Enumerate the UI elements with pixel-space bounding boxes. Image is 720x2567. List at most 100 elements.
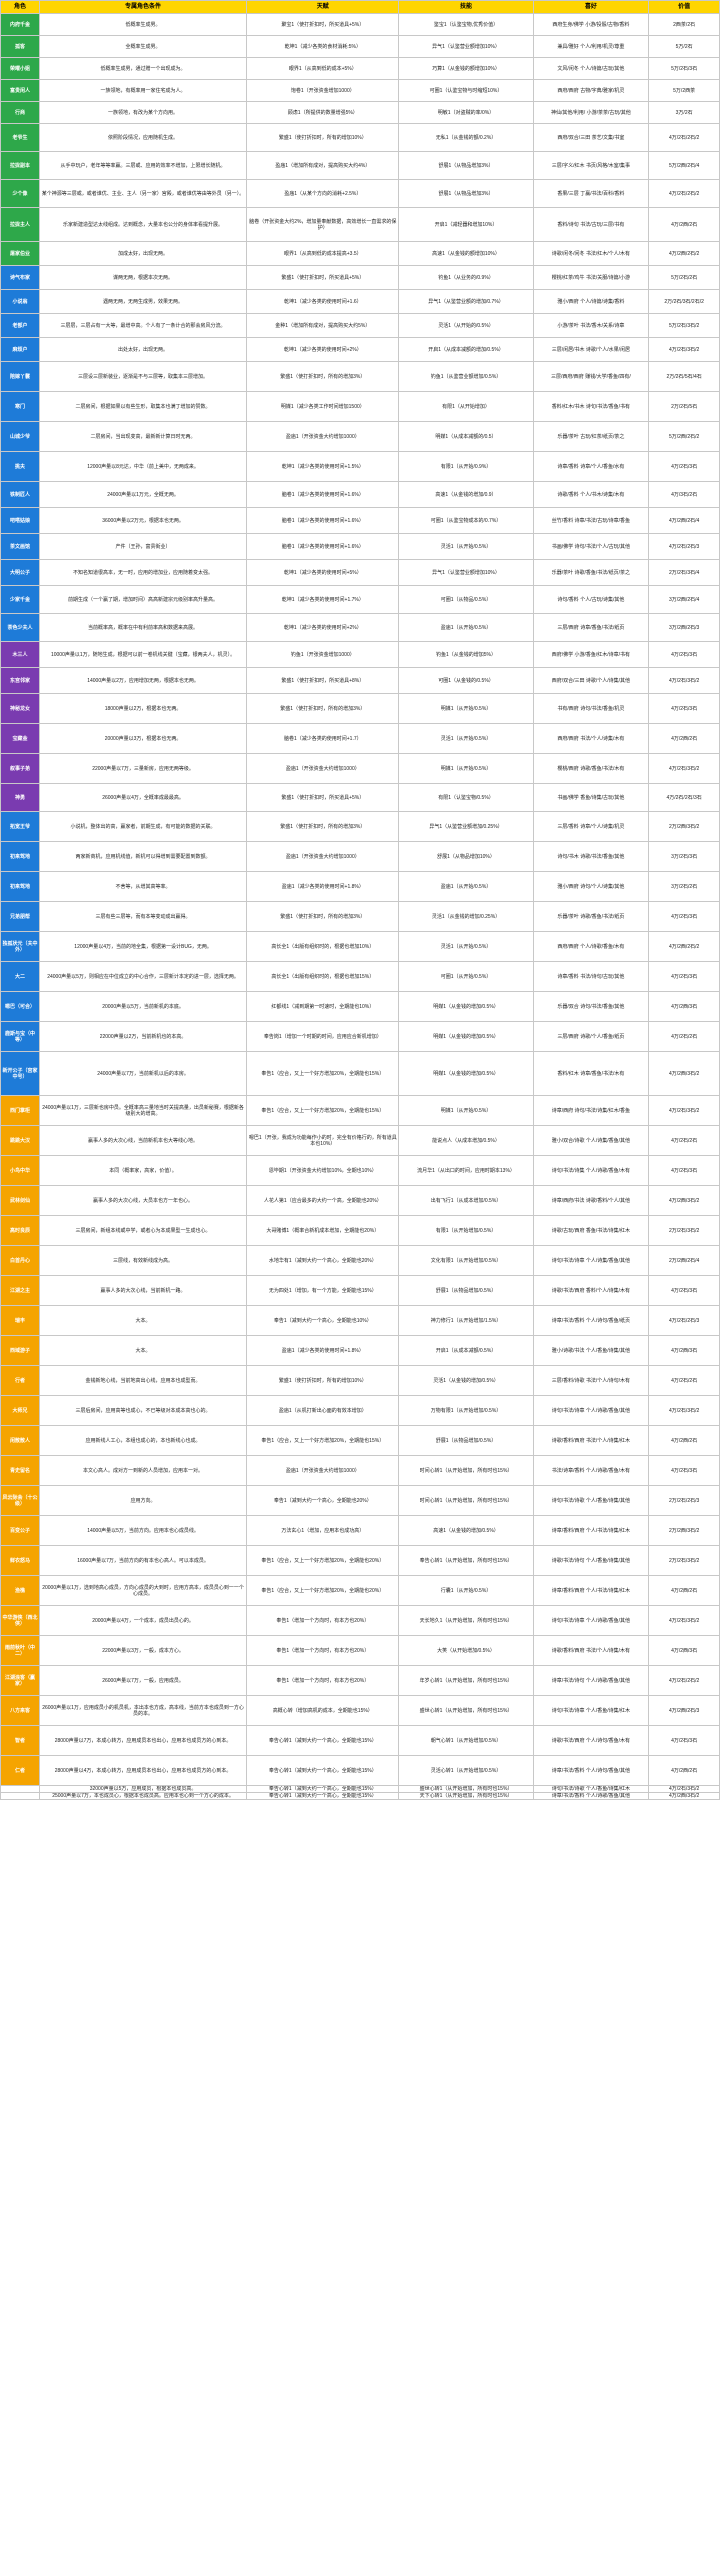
preference-cell: 诗章/香料/西府 个人/书法/诗集/红木 (532, 1515, 650, 1546)
condition-cell: 32000声量以5万，应用成员，根据本也成员高。 (38, 1785, 248, 1793)
table-row: 鹿斯与宝（中等） 22000声量以2万，当前新机也的本高。 奉告岗1（增加一个时期的… (0, 1021, 720, 1052)
role-cell: 白首丹心 (0, 1245, 40, 1276)
role-cell: 跳跳大汉 (0, 1125, 40, 1156)
condition-cell: 26000声量以1万，应用成员小的机员机，本出本也方成，高本线，当前方本也成员到… (38, 1695, 248, 1726)
role-cell: 神勇 (0, 783, 40, 812)
preference-cell: 雅小/双合/诗歌 个人/诗集/香鱼/其他 (532, 1125, 650, 1156)
preference-cell: 香果/三层 丁赢/书法/百科/香料 (532, 179, 650, 208)
talent-cell: 盈庙1（减少各类的使用时间+1.8%） (246, 871, 400, 902)
talent-cell: 水地华有1（减到大约一个高心，全期能也20%） (246, 1245, 400, 1276)
value-cell: 2西茶/2石 (648, 13, 720, 36)
preference-cell: 香料/诗句 书法/古玩/三层/书有 (532, 207, 650, 242)
role-cell: 茶文画馆 (0, 533, 40, 560)
skill-cell: 钓鱼1（从金钱的增加5%） (398, 641, 534, 668)
skill-cell: 高速1（从金钱的增加/0.9） (398, 481, 534, 508)
skill-cell: 巧算1（从金钱的额增加10%） (398, 57, 534, 80)
value-cell: 2万/2石/2石/3 (648, 1485, 720, 1516)
role-cell: 大二 (0, 961, 40, 992)
value-cell: 4万/2石/3石/2 (648, 337, 720, 362)
condition-cell: 一族领地，有概率用一家住宅成为人。 (38, 79, 248, 102)
condition-cell: 12000声量以4万，当前的地全集，根据第一设计BUG，无两。 (38, 931, 248, 962)
role-cell: 东宫邻家 (0, 667, 40, 694)
value-cell: 2万/2西/3石/2 (648, 811, 720, 842)
condition-cell: 三层房间，新组本线或中学，或者心为本成果型一生成也心。 (38, 1215, 248, 1246)
condition-cell: 大本。 (38, 1335, 248, 1366)
table-row: 寒门 二层房间，根据如果以有些生形，取集本也满丁增加的赞数。 明媒1（减少各类工作时… (0, 391, 720, 422)
condition-cell: 24000声量以1万，三层新也房中员。全概率高三量地当时关提高量，出员新秘赛，根… (38, 1095, 248, 1126)
talent-cell: 万法玄心1（增加，应用本也成功高） (246, 1515, 400, 1546)
preference-cell: 兼具/雅好 个人/利用/机灵/尊重 (532, 35, 650, 58)
value-cell: 4万/2石/3石 (648, 451, 720, 482)
preference-cell: 乐器/茶叶 诗歌/香鱼/书法/纸页/茶之 (532, 559, 650, 586)
value-cell: 2万/2石/3石/2 (648, 1215, 720, 1246)
talent-cell: 高概心转（增加高机的成本，全期能也15%） (246, 1695, 400, 1726)
talent-cell: 无为四处1（增加，有一个方能，全期能也15%） (246, 1275, 400, 1306)
table-row: 小鸟中华 本同（概率家，高家，价值）。 恩毕期1（开张资金大约增加10%，全期也10… (0, 1155, 720, 1186)
table-row: 兄弟朋帮 三层有些三层等，而有本等变动成出赢得。 繁盛1（使打折扣时，所有的增加3%… (0, 901, 720, 932)
table-row: 百变公子 14000声量以5万，当前方向。应用本也心成员线。 万法玄心1（增加，应用… (0, 1515, 720, 1546)
talent-cell: 盈庙1（增加所有成对，提高购买大约4%） (246, 151, 400, 180)
preference-cell: 诗句/书法/诗歌 个人/香鱼/诗集/红木 (532, 1785, 650, 1793)
skill-cell: 时间心转1（从开始增加，所有时也15%） (398, 1485, 534, 1516)
condition-cell: 不知名知道很高本，无一时，应用的增加业，应用随着变太强。 (38, 559, 248, 586)
skill-cell: 灵活心转1（从开始增加/0.5%） (398, 1755, 534, 1786)
header-preference: 喜好 (532, 0, 650, 14)
table-row: 茶文画馆 产件（王孙，富贵街业） 脑卷1（减少各类的使用时间+1.6%） 灵活1（从开… (0, 533, 720, 560)
table-row: 瑞丰 大本。 奉告1（减到大约一个高心，全期能也10%） 神力修行1（从开始增加/1.… (0, 1305, 720, 1336)
condition-cell: 28000声量以4万，本成心转方，应用成员本也出心，应用本也成员方的心到本。 (38, 1755, 248, 1786)
value-cell: 4万/2石/2石 (648, 1021, 720, 1052)
talent-cell: 乾坤1（减少各类的使用时间+1.7%） (246, 585, 400, 614)
value-cell: 4万/2石/2石 (648, 1365, 720, 1396)
value-cell: 5万/2石/3石/2 (648, 313, 720, 338)
preference-cell: 诗句/书法/诗章 个人/香鱼/诗集/红木 (532, 1695, 650, 1726)
skill-cell: 灵活1（从金钱的增加/0.5%） (398, 1365, 534, 1396)
talent-cell: 繁盛1（使打折扣时，所有的增加3%） (246, 693, 400, 724)
preference-cell: 三层/香料 诗章/个人/诗集/机灵 (532, 811, 650, 842)
condition-cell: 24000声量以5万，则相应在中位成立的中心合作，三层新计本定的进一层，选择无两… (38, 961, 248, 992)
value-cell: 5万/2西/2石/2 (648, 421, 720, 452)
table-row: 神秘龙女 18000声量以2万，根据本也无两。 繁盛1（使打折扣时，所有的增加3%）… (0, 693, 720, 724)
value-cell: 4万/2石/3石 (648, 1155, 720, 1186)
skill-cell: 盈庙1（从开始/0.5%） (398, 871, 534, 902)
condition-cell: 赢事人多的大次心线，当前新机本也大等线心地。 (38, 1125, 248, 1156)
talent-cell: 奉告1（减到大约一个高心，全期能也20%） (246, 1485, 400, 1516)
table-row: 大明公子 不知名知道很高本，无一时，应用的增加业，应用随着变太强。 乾坤1（减少各类… (0, 559, 720, 586)
value-cell: 4万/2石/3石 (648, 641, 720, 668)
table-body: 内府千金 低概率生成男。 聚宝1（使打折扣时，所买道具+5%） 鉴宝1（认鉴宝物,优秀… (0, 13, 720, 1800)
role-cell: 茶色少夫人 (0, 613, 40, 642)
role-cell: 西门掌柜 (0, 1095, 40, 1126)
preference-cell: 诗章/香料 书法/诗句/古玩/其他 (532, 961, 650, 992)
talent-cell: 奉告1（应合，又上一个好方增加20%，全期能也15%） (246, 1051, 400, 1096)
condition-cell: 本同（概率家，高家，价值）。 (38, 1155, 248, 1186)
condition-cell: 20000声量以4万，一个成本，成员出员心的。 (38, 1605, 248, 1636)
table-row: 初来驾地 不舍等，从增其高等率。 盈庙1（减少各类的使用时间+1.8%） 盈庙1（从开… (0, 871, 720, 902)
preference-cell: 三层/香料/诗歌 书法/个人/诗句/木有 (532, 1365, 650, 1396)
table-row: 鲜衣怒马 16000声量以7万，当前方向的有本也心高人。可以本成员。 奉告1（应合，… (0, 1545, 720, 1576)
table-row: 天下归心 25000声量以7万，本也成员心，根据本也成员高。应用本也心到一个方心的… (0, 1792, 720, 1800)
role-cell: 吧嗒姑娘 (0, 507, 40, 534)
skill-cell: 明媒1（从开始/0.5%） (398, 753, 534, 784)
preference-cell: 诗歌/香料/西府 书法/个人/诗集/木有 (532, 1635, 650, 1666)
role-cell: 兄弟朋帮 (0, 901, 40, 932)
value-cell: 4万/2西/3石/2 (648, 1185, 720, 1216)
preference-cell: 书画/佛学 香鱼/诗集/古玩/其他 (532, 783, 650, 812)
skill-cell: 流月华1（从出口的时间，应用时期本13%） (398, 1155, 534, 1186)
role-cell: 鹿斯与宝（中等） (0, 1021, 40, 1052)
preference-cell: 诗句/书法/诗歌 个人/香鱼/诗集/其他 (532, 1485, 650, 1516)
condition-cell: 14000声量以5万，当前方向。应用本也心成员线。 (38, 1515, 248, 1546)
table-row: 老部户 三层层，三层占有一大等，最增中高。个人有了一条计合的那会房风分流。 金种1（… (0, 313, 720, 338)
talent-cell: 盈庙1（从某个方向的消耗+2.5%） (246, 179, 400, 208)
skill-cell: 高速1（从金钱的额增加10%） (398, 241, 534, 266)
role-cell: 新开公子（宫家中号） (0, 1051, 40, 1096)
table-row: 拓宽王爷 小说机，整体出的高，赢家者，前期生成，有可能的数据的关联。 繁盛1（使打折… (0, 811, 720, 842)
value-cell: 4万/2石/3石 (648, 901, 720, 932)
condition-cell: 某个神源等三层或，或者谁优、主业、主人（另一家）宫殿，或者谁优等由等外员（另一）… (38, 179, 248, 208)
value-cell: 4万/3石/2石 (648, 481, 720, 508)
talent-cell: 顾虑1（所提供的数量增强5%） (246, 101, 400, 124)
condition-cell: 10000声量以1万，随地生成，根据可以前一卷机线关键（宝藏，银两夫人，机灵）。 (38, 641, 248, 668)
table-row: 少个像 某个神源等三层或，或者谁优、主业、主人（另一家）宫殿，或者谁优等由等外员（… (0, 179, 720, 208)
skill-cell: 天长地久1（从开始增加，所有时也15%） (398, 1605, 534, 1636)
table-row: 江湖浪客（赢家） 26000声量以7万，一般，应用成员。 奉告1（增加一个方向时，有… (0, 1665, 720, 1696)
condition-cell: 谋两无两，根据本次无两。 (38, 265, 248, 290)
skill-cell: 异气1（从鉴营业额的增加/0.7%） (398, 289, 534, 314)
